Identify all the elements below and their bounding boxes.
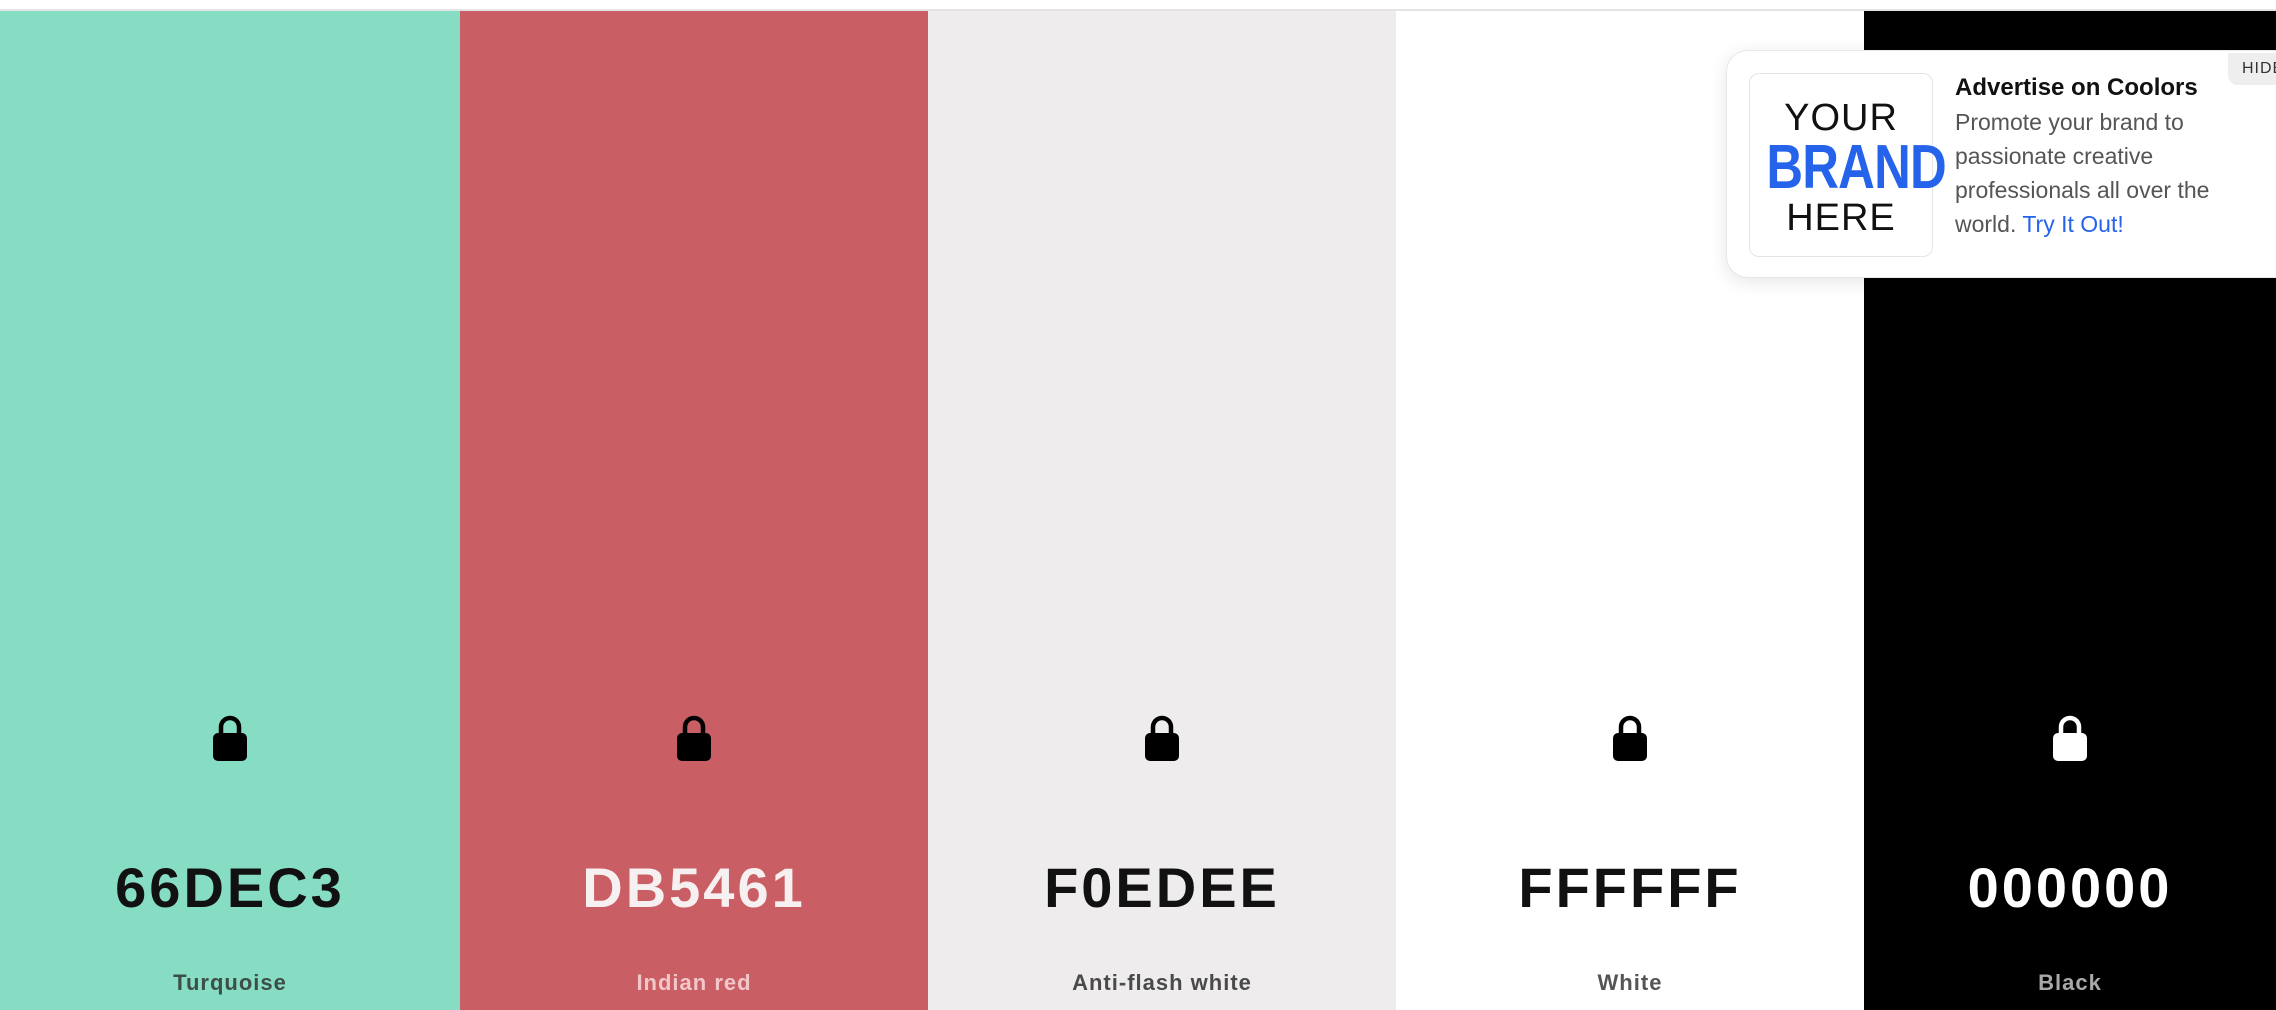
color-name: White [1597,970,1663,995]
ad-card[interactable]: YOUR BRAND HERE Advertise on Coolors Pro… [1726,50,2276,278]
swatch-3[interactable]: F0EDEE Anti-flash white [928,11,1396,1010]
brand-logo[interactable]: YOUR BRAND HERE [1749,73,1947,257]
ad-title: Advertise on Coolors [1955,74,2198,101]
color-hex[interactable]: DB5461 [582,856,806,919]
logo-line-your: YOUR [1784,97,1898,139]
hide-ad-button[interactable]: HIDE [2228,53,2276,85]
ad-body-text: Promote your brand to passionate creativ… [1955,109,2210,237]
lock-icon[interactable] [2050,714,2090,762]
color-name: Anti-flash white [1072,970,1252,995]
logo-line-brand: BRAND [1766,133,1946,202]
lock-icon[interactable] [674,714,714,762]
color-name: Black [2038,970,2102,995]
logo-line-here: HERE [1786,197,1896,239]
color-hex[interactable]: 66DEC3 [115,856,345,919]
ad-body: Promote your brand to passionate creativ… [1955,105,2255,241]
lock-icon[interactable] [1142,714,1182,762]
color-hex[interactable]: 000000 [1967,856,2173,919]
ad-try-link[interactable]: Try It Out! [2022,211,2124,237]
color-name: Turquoise [173,970,287,995]
color-hex[interactable]: F0EDEE [1044,856,1280,919]
swatch-1[interactable]: 66DEC3 Turquoise [0,11,460,1010]
lock-icon[interactable] [1610,714,1650,762]
swatch-2[interactable]: DB5461 Indian red [460,11,928,1010]
color-hex[interactable]: FFFFFF [1518,856,1742,919]
ad-text: Advertise on Coolors Promote your brand … [1955,71,2255,241]
top-toolbar [0,0,2276,11]
color-name: Indian red [636,970,752,995]
lock-icon[interactable] [210,714,250,762]
